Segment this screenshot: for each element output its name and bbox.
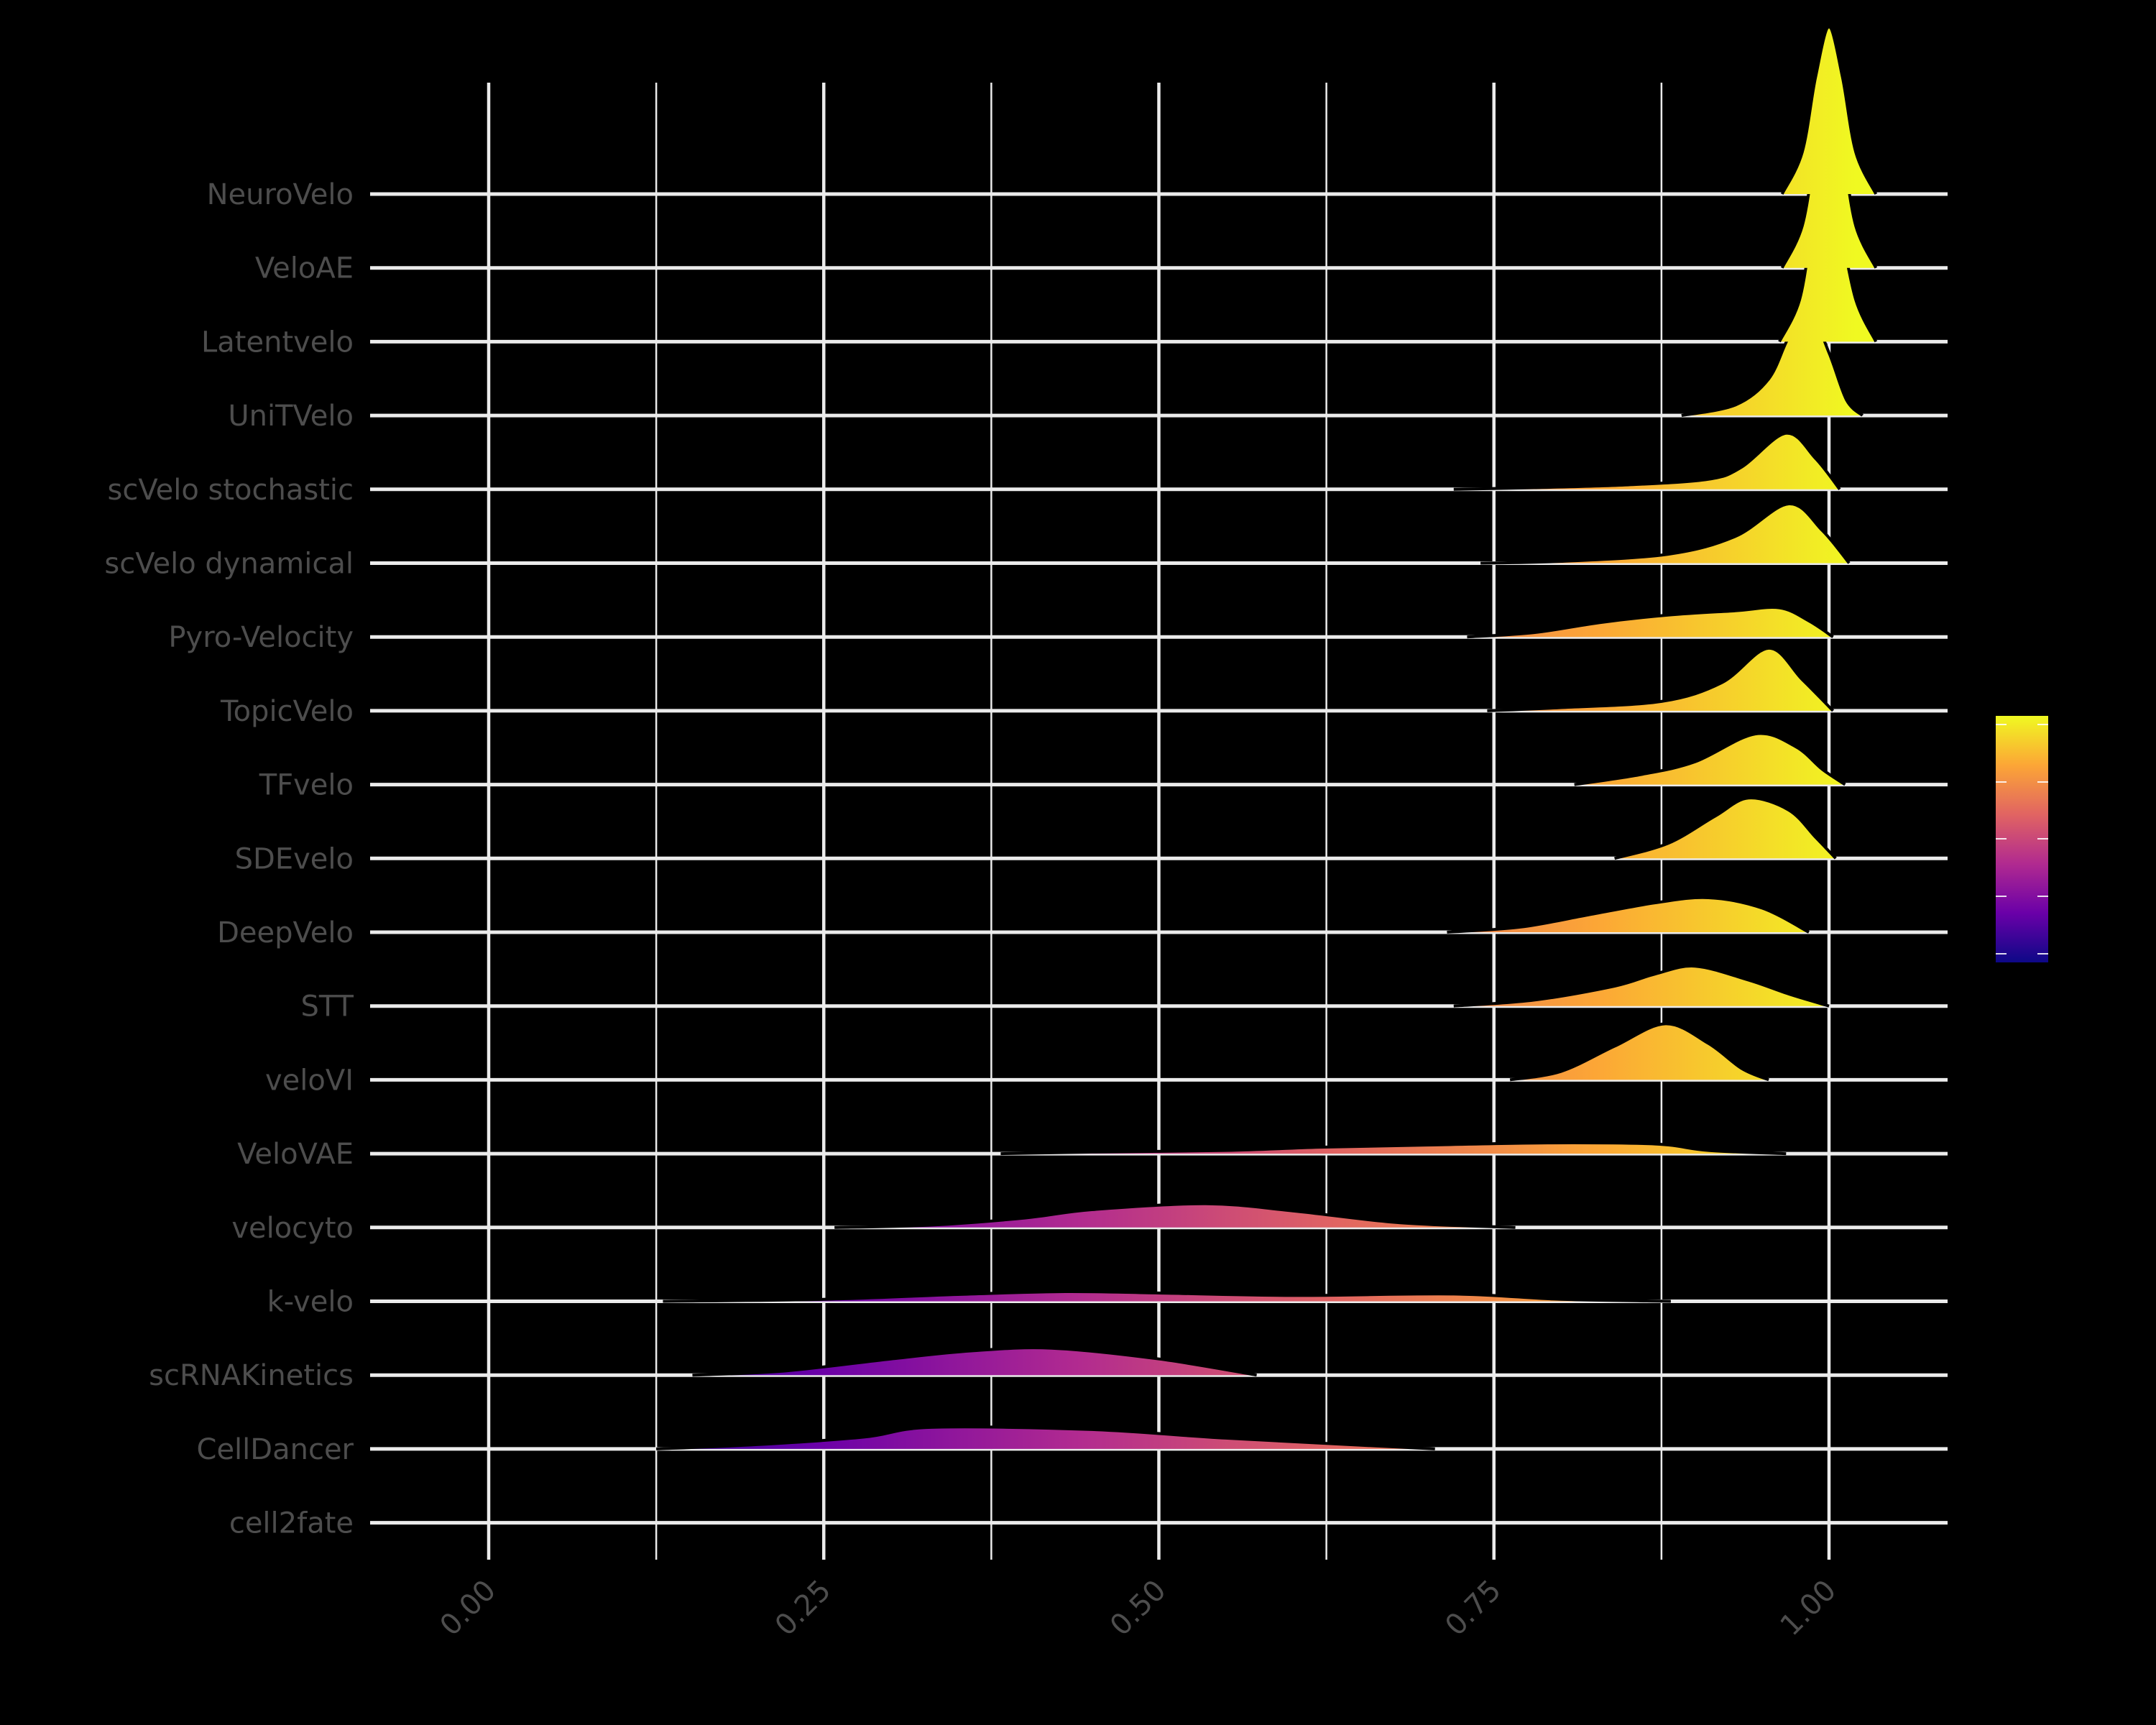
ridge-pyro-velocity bbox=[1467, 606, 1834, 639]
ridge-tfvelo bbox=[1574, 732, 1846, 786]
ridge-scrnakinetics bbox=[692, 1346, 1257, 1377]
y-axis-label: Latentvelo bbox=[201, 326, 354, 359]
y-axis-label: DeepVelo bbox=[217, 916, 354, 949]
ridge-k-velo bbox=[663, 1289, 1671, 1303]
y-axis-label: cell2fate bbox=[229, 1507, 354, 1540]
ridge-deepvelo bbox=[1447, 896, 1810, 934]
y-axis-label: scVelo stochastic bbox=[108, 474, 354, 507]
y-axis-label: VeloVAE bbox=[237, 1138, 354, 1171]
y-axis-label: Pyro-Velocity bbox=[168, 621, 354, 654]
ridge-celldancer bbox=[656, 1425, 1435, 1450]
ridge-velovae bbox=[1000, 1141, 1787, 1156]
y-axis-label: SDEvelo bbox=[235, 842, 354, 875]
ridge-velocyto bbox=[834, 1202, 1516, 1229]
ridge-neurovelo bbox=[1780, 25, 1878, 195]
y-axis-label: VeloAE bbox=[255, 252, 354, 285]
y-axis-label: TFvelo bbox=[259, 769, 354, 802]
ridge-sdevelo bbox=[1614, 796, 1837, 860]
density-ridges bbox=[656, 25, 1878, 1450]
y-axis-label: veloVI bbox=[265, 1064, 354, 1097]
ridge-topicvelo bbox=[1487, 646, 1835, 712]
y-axis-label: scVelo dynamical bbox=[104, 548, 354, 581]
y-axis-label: velocyto bbox=[231, 1212, 354, 1245]
y-axis-label: k-velo bbox=[267, 1286, 354, 1319]
ridge-scvelo-dynamical bbox=[1480, 502, 1851, 565]
y-axis-label: UniTVelo bbox=[228, 400, 354, 433]
y-axis-label: TopicVelo bbox=[220, 695, 354, 728]
y-axis-label: NeuroVelo bbox=[207, 178, 354, 211]
y-axis-label: STT bbox=[300, 990, 354, 1024]
y-axis-labels: NeuroVelo VeloAE Latentvelo UniTVelo scVelo … bbox=[104, 178, 354, 1540]
ridge-scvelo-stochastic bbox=[1453, 431, 1841, 491]
colorbar-legend bbox=[1996, 716, 2048, 962]
ridge-stt bbox=[1453, 965, 1830, 1008]
ridge-velovi bbox=[1509, 1022, 1769, 1082]
y-axis-label: CellDancer bbox=[197, 1433, 354, 1466]
y-axis-label: scRNAKinetics bbox=[149, 1359, 354, 1392]
